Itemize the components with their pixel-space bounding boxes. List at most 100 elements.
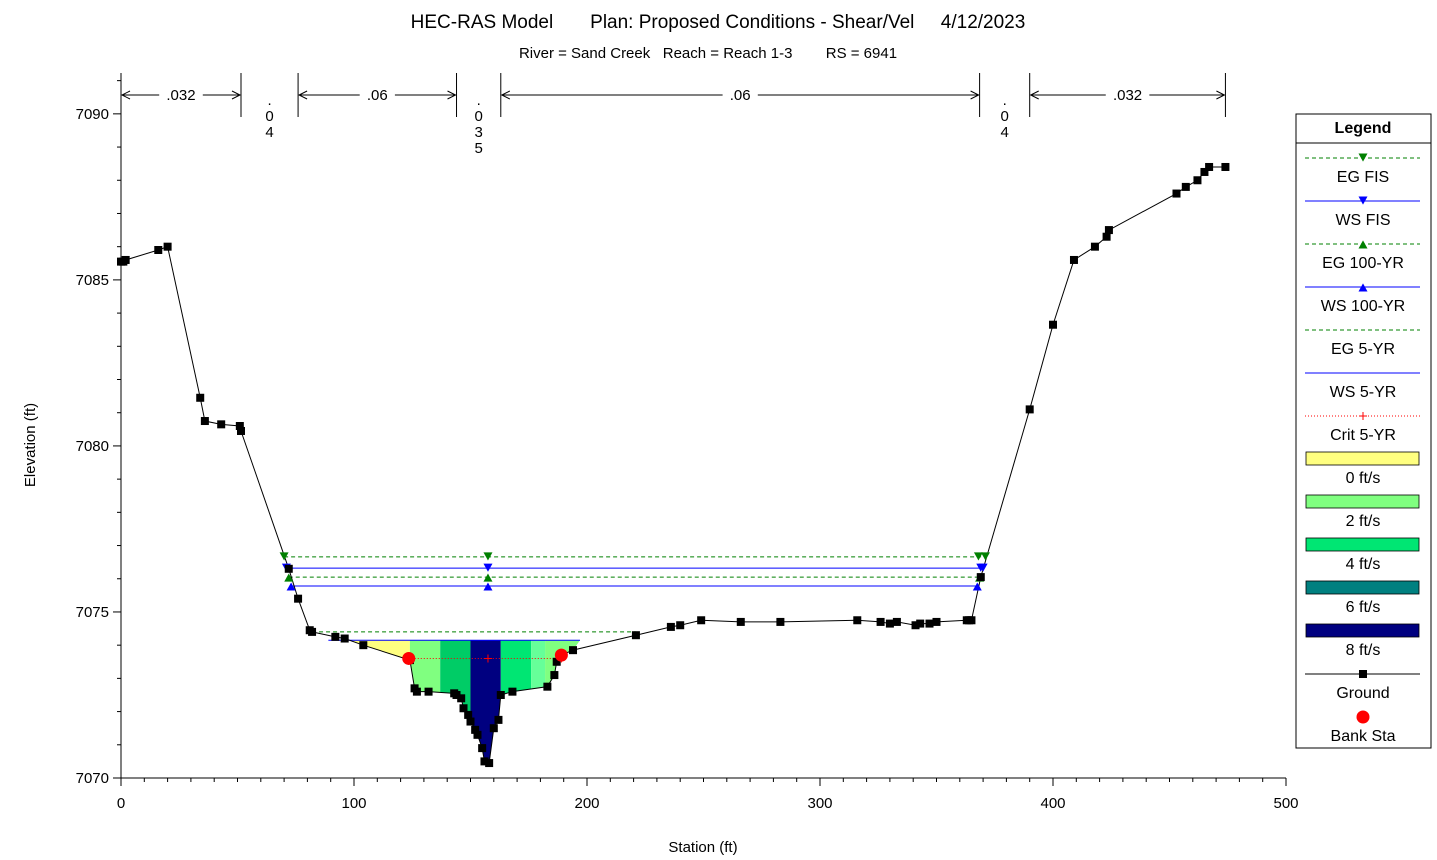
marker-ws-fis-3: [978, 563, 988, 572]
mannings-n-3-char: 3: [474, 124, 482, 141]
legend-label-0-ft-s: 0 ft/s: [1346, 470, 1381, 487]
y-tick-label-7080: 7080: [76, 438, 109, 455]
y-axis-label: Elevation (ft): [22, 403, 39, 487]
ground-point-54: [932, 617, 941, 626]
ground-point-57: [967, 616, 976, 625]
ground-point-66: [1181, 182, 1190, 191]
x-tick-label-500: 500: [1273, 795, 1298, 812]
ground-point-7: [217, 420, 226, 429]
ground-point-15: [340, 634, 349, 643]
ground-point-24: [459, 704, 468, 713]
mannings-n-2-arrowhead-r: [447, 90, 457, 100]
legend-marker-ws-100-yr: [1358, 283, 1368, 292]
marker-eg-fis-3: [980, 552, 990, 561]
ground-point-67: [1193, 176, 1202, 185]
ground-point-47: [853, 616, 862, 625]
ground-point-32: [489, 724, 498, 733]
ground-point-34: [496, 690, 505, 699]
bank-station-1: [554, 648, 568, 662]
ground-point-25: [464, 710, 473, 719]
ground-point-62: [1090, 242, 1099, 251]
mannings-n-0-arrowhead-l: [120, 90, 131, 100]
legend-label-8-ft-s: 8 ft/s: [1346, 642, 1381, 659]
ground-point-58: [976, 573, 985, 582]
x-axis-label: Station (ft): [668, 839, 737, 856]
mannings-n-6-label: .032: [1113, 87, 1142, 104]
mannings-n-6-arrowhead-r: [1216, 90, 1226, 100]
ground-point-44: [697, 616, 706, 625]
legend: Legend EG FIS WS FIS EG 100-YR WS 100-YR EG …: [1295, 113, 1432, 749]
mannings-n-3-char: .: [477, 92, 481, 109]
legend-title: Legend: [1335, 120, 1392, 137]
legend-label-4-ft-s: 4 ft/s: [1346, 556, 1381, 573]
y-tick-label-7070: 7070: [76, 770, 109, 787]
ground-point-35: [508, 687, 517, 696]
ground-point-14: [331, 632, 340, 641]
mannings-n-3-char: 5: [474, 140, 482, 157]
legend-marker-bank-sta: [1356, 710, 1370, 724]
marker-ws-100-yr-0: [286, 582, 296, 591]
ground-point-60: [1049, 320, 1057, 329]
velocity-fill: [328, 640, 581, 764]
mannings-n-5-char: 4: [1000, 124, 1008, 141]
legend-label-ws-100-yr: WS 100-YR: [1321, 298, 1405, 315]
mannings-n-5-char: 0: [1000, 108, 1008, 125]
ground-point-63: [1102, 232, 1111, 241]
legend-label-eg-fis: EG FIS: [1337, 169, 1389, 186]
mannings-n-5-char: .: [1003, 92, 1007, 109]
mannings-n-0-label: .032: [166, 87, 195, 104]
legend-marker-eg-fis: [1358, 153, 1368, 162]
ground-point-69: [1205, 162, 1214, 171]
ground-point-49: [885, 619, 894, 628]
mannings-n-4-arrowhead-r: [970, 90, 980, 100]
series-markers: [117, 162, 1230, 768]
x-tick-label-0: 0: [117, 795, 125, 812]
ground-point-9: [236, 426, 245, 435]
marker-eg-100-yr-0: [284, 573, 294, 582]
marker-ws-100-yr-1: [972, 582, 982, 591]
mannings-n-0-arrowhead-r: [231, 90, 242, 100]
ground-point-40: [569, 646, 578, 655]
ground-point-13: [308, 627, 317, 636]
legend-label-crit-5-yr: Crit 5-YR: [1330, 427, 1396, 444]
mannings-n-1-char: 4: [265, 124, 273, 141]
marker-ws-100-yr-2: [483, 582, 493, 591]
ground-point-52: [916, 619, 925, 628]
ground-point-26: [466, 717, 475, 726]
y-tick-label-7085: 7085: [76, 272, 109, 289]
marker-crit-5-yr-2: [483, 654, 492, 663]
marker-eg-fis-1: [973, 552, 983, 561]
legend-label-ground: Ground: [1336, 685, 1389, 702]
x-tick-label-100: 100: [341, 795, 366, 812]
ground-profile: [121, 166, 1226, 764]
chart-subtitle: River = Sand Creek Reach = Reach 1-3 RS …: [519, 45, 897, 62]
legend-marker-ws-fis: [1358, 196, 1368, 205]
ground-point-43: [676, 621, 685, 630]
ground-point-36: [543, 682, 552, 691]
ground-point-5: [196, 393, 205, 402]
x-tick-label-200: 200: [574, 795, 599, 812]
velocity-band-4: [500, 640, 532, 764]
ground-point-16: [359, 641, 368, 650]
ground-point-8: [235, 422, 244, 430]
legend-swatch-0-ft-s: [1305, 451, 1420, 466]
ground-point-59: [1025, 405, 1034, 414]
ground-point-45: [736, 617, 745, 626]
ground-point-4: [163, 242, 172, 251]
legend-marker-crit-5-yr: [1359, 412, 1367, 420]
ground-point-3: [154, 246, 163, 254]
ground-point-48: [876, 617, 885, 626]
ground-point-20: [424, 687, 433, 696]
mannings-n-2-arrowhead-l: [297, 90, 308, 100]
ground-point-38: [552, 657, 561, 666]
bank-station-0: [402, 651, 416, 665]
ground-point-61: [1069, 255, 1078, 264]
legend-label-ws-fis: WS FIS: [1335, 212, 1390, 229]
legend-label-bank-sta: Bank Sta: [1331, 728, 1396, 745]
ground-point-22: [452, 690, 461, 699]
ground-point-51: [911, 621, 920, 630]
mannings-n-4-arrowhead-l: [500, 90, 511, 100]
marker-eg-fis-2: [483, 552, 493, 561]
ground-point-29: [478, 744, 487, 753]
